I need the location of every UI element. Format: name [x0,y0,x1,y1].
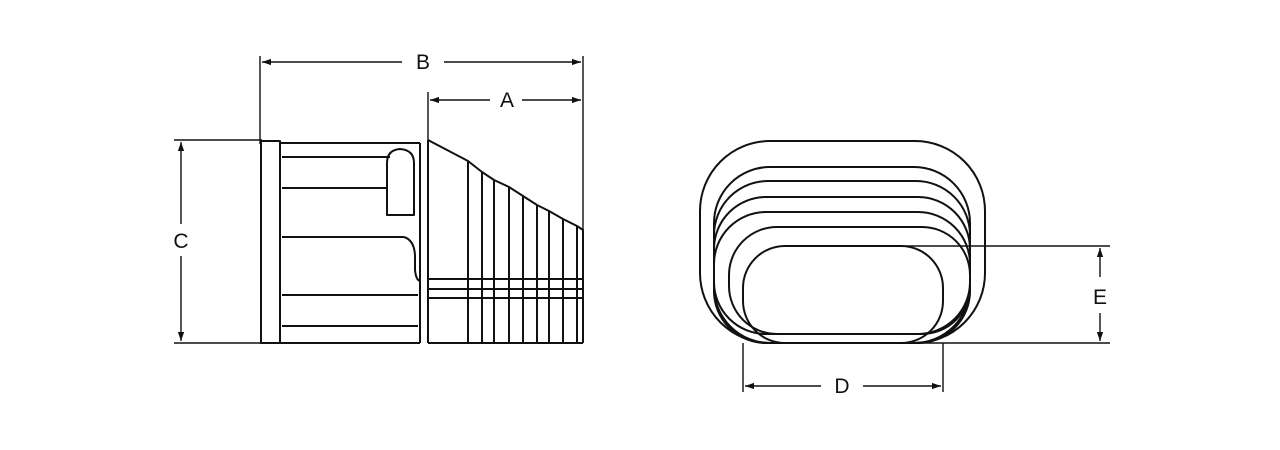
dimension-a: A [427,89,581,140]
side-view: B A C [173,51,584,344]
end-view: E D [699,140,1110,398]
dimension-a-label: A [500,89,514,112]
dimension-c: C [173,139,262,344]
dimension-d: D [742,343,944,398]
dimension-b: B [259,51,584,230]
coupler-body [260,139,584,344]
dimension-e: E [884,245,1110,344]
dimension-e-label: E [1093,286,1107,309]
dimension-b-label: B [416,51,430,74]
dimension-c-label: C [173,230,188,253]
dimension-d-label: D [834,375,849,398]
oval-profile [699,140,986,344]
